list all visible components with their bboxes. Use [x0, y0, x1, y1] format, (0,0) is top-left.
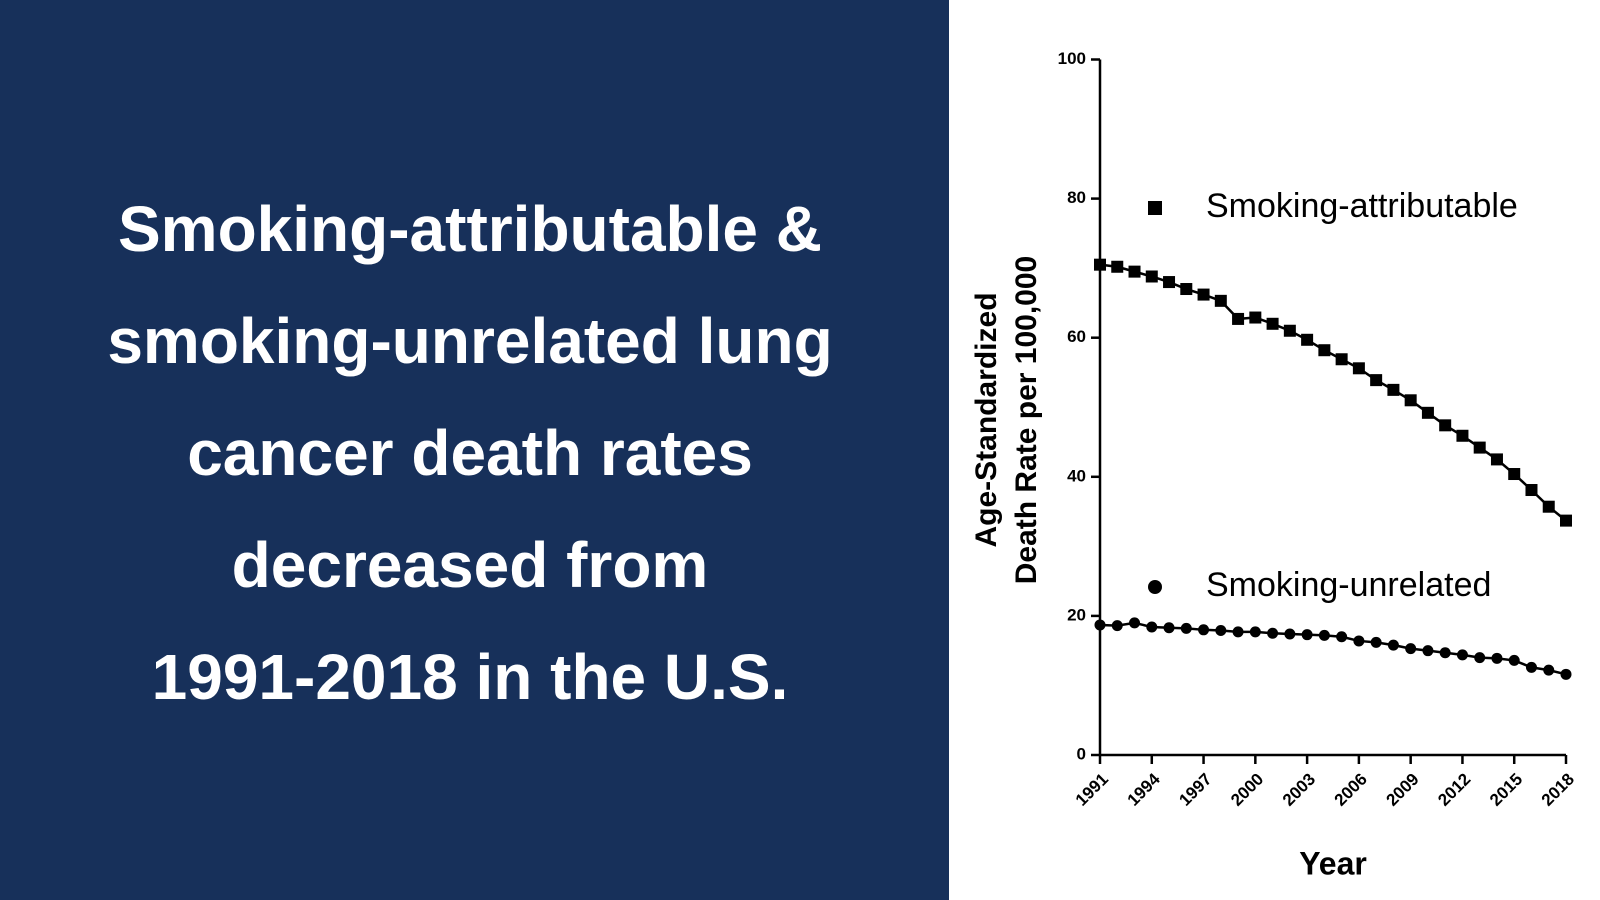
- y-axis-title: Death Rate per 100,000: [1010, 256, 1043, 585]
- legend-marker: [1148, 580, 1162, 594]
- marker: [1404, 394, 1417, 407]
- marker: [1336, 631, 1348, 643]
- marker: [1284, 628, 1296, 640]
- marker: [1249, 626, 1261, 638]
- x-tick-label: 2006: [1331, 770, 1371, 810]
- marker: [1146, 621, 1158, 633]
- marker: [1145, 270, 1158, 283]
- headline-line: cancer death rates: [187, 417, 753, 489]
- y-tick-label: 0: [1077, 744, 1086, 763]
- marker: [1525, 484, 1538, 497]
- marker: [1301, 333, 1314, 346]
- headline: Smoking-attributable & smoking-unrelated …: [107, 193, 832, 713]
- y-tick-label: 40: [1067, 466, 1086, 485]
- marker: [1387, 639, 1399, 651]
- legend-label: Smoking-attributable: [1206, 187, 1518, 225]
- marker: [1318, 629, 1330, 641]
- x-tick-label: 2000: [1227, 770, 1267, 810]
- y-tick-label: 20: [1067, 605, 1086, 624]
- x-tick-label: 2009: [1382, 770, 1422, 810]
- y-tick-label: 60: [1067, 327, 1086, 346]
- marker: [1405, 643, 1417, 655]
- marker: [1283, 324, 1296, 337]
- marker: [1335, 353, 1348, 366]
- y-tick-label: 80: [1067, 188, 1086, 207]
- marker: [1353, 635, 1365, 647]
- x-tick-label: 2018: [1538, 770, 1578, 810]
- marker: [1129, 617, 1141, 629]
- marker: [1491, 652, 1503, 664]
- marker: [1128, 265, 1141, 278]
- marker: [1301, 629, 1313, 641]
- marker: [1421, 406, 1434, 419]
- marker: [1370, 636, 1382, 648]
- marker: [1180, 283, 1193, 296]
- marker: [1474, 652, 1486, 664]
- legend-label: Smoking-unrelated: [1206, 566, 1491, 604]
- legend-marker: [1148, 201, 1162, 215]
- headline-line: Smoking-attributable &: [118, 193, 822, 265]
- marker: [1249, 311, 1262, 324]
- marker: [1456, 649, 1468, 661]
- marker: [1232, 312, 1245, 325]
- marker: [1266, 317, 1279, 330]
- marker: [1094, 258, 1106, 271]
- marker: [1318, 344, 1331, 357]
- marker: [1525, 661, 1537, 673]
- marker: [1439, 419, 1452, 432]
- marker: [1473, 441, 1486, 454]
- chart: 0 20 40 60 80 100 1991 1994 1997 2000 2003 2006 2009…: [970, 49, 1578, 881]
- marker: [1094, 619, 1106, 631]
- headline-line: 1991-2018 in the U.S.: [152, 641, 789, 713]
- headline-panel: [0, 0, 949, 900]
- marker: [1163, 622, 1175, 634]
- marker: [1198, 624, 1210, 636]
- marker: [1560, 514, 1572, 527]
- x-tick-label: 2003: [1279, 770, 1319, 810]
- marker: [1439, 647, 1451, 659]
- marker: [1490, 453, 1503, 466]
- marker: [1267, 627, 1279, 639]
- series-line: [1099, 263, 1567, 522]
- x-axis-title: Year: [1299, 845, 1367, 881]
- marker: [1111, 620, 1123, 632]
- x-tick-label: 2015: [1486, 770, 1526, 810]
- marker: [1197, 288, 1210, 301]
- marker: [1542, 500, 1555, 513]
- marker: [1352, 362, 1365, 375]
- marker: [1214, 294, 1227, 307]
- headline-line: smoking-unrelated lung: [107, 305, 832, 377]
- x-tick-label: 2012: [1434, 770, 1474, 810]
- marker: [1163, 276, 1176, 289]
- marker: [1422, 645, 1434, 657]
- y-tick-label: 100: [1058, 49, 1086, 68]
- headline-line: decreased from: [232, 529, 709, 601]
- marker: [1232, 626, 1244, 638]
- y-axis-title: Age-Standardized: [970, 292, 1003, 547]
- x-tick-label: 1997: [1175, 770, 1215, 810]
- marker: [1508, 468, 1521, 481]
- x-tick-label: 1994: [1124, 769, 1165, 810]
- marker: [1508, 654, 1520, 666]
- marker: [1111, 260, 1124, 273]
- marker: [1543, 664, 1555, 676]
- series-line: [1099, 621, 1567, 676]
- marker: [1215, 625, 1227, 637]
- marker: [1456, 429, 1469, 442]
- marker: [1387, 383, 1400, 396]
- x-tick-label: 1991: [1072, 770, 1112, 810]
- marker: [1560, 668, 1572, 680]
- marker: [1180, 622, 1192, 634]
- marker: [1370, 374, 1383, 387]
